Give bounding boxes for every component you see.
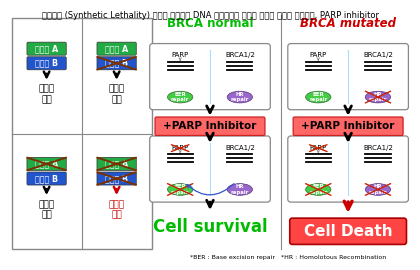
Text: 유전자 A: 유전자 A (35, 44, 58, 53)
Text: 유전자 B: 유전자 B (35, 59, 58, 68)
FancyBboxPatch shape (27, 42, 66, 55)
Text: +PARP Inhibitor: +PARP Inhibitor (163, 121, 257, 131)
Ellipse shape (306, 184, 331, 195)
FancyBboxPatch shape (150, 136, 270, 202)
FancyBboxPatch shape (288, 136, 408, 202)
Text: BER
repair: BER repair (171, 184, 189, 195)
FancyBboxPatch shape (290, 218, 407, 244)
Text: 유전자 B: 유전자 B (105, 59, 128, 68)
Text: 유전자 B: 유전자 B (35, 174, 58, 183)
FancyBboxPatch shape (150, 43, 270, 110)
Text: 암세포
생존: 암세포 생존 (108, 85, 125, 104)
FancyBboxPatch shape (97, 172, 136, 185)
Ellipse shape (168, 184, 193, 195)
Text: *BER : Base excision repair   *HR : Homolotous Recombination: *BER : Base excision repair *HR : Homolo… (190, 255, 386, 260)
Text: BER
repair: BER repair (309, 92, 328, 103)
Text: 암세포
사멸: 암세포 사멸 (108, 200, 125, 219)
Ellipse shape (306, 91, 331, 103)
Text: PARP: PARP (171, 145, 189, 151)
Text: BRCA1/2: BRCA1/2 (225, 145, 255, 151)
Ellipse shape (365, 184, 391, 195)
Text: BRCA mutated: BRCA mutated (300, 17, 396, 30)
FancyBboxPatch shape (27, 157, 66, 170)
Text: PARP: PARP (310, 145, 327, 151)
Text: 유전자 A: 유전자 A (105, 160, 128, 168)
FancyBboxPatch shape (155, 117, 265, 136)
Text: HR
repair: HR repair (231, 184, 249, 195)
Text: PARP: PARP (171, 52, 189, 58)
Ellipse shape (227, 184, 252, 195)
FancyBboxPatch shape (27, 172, 66, 185)
Text: HR
repair: HR repair (369, 92, 387, 103)
Ellipse shape (365, 91, 391, 103)
FancyBboxPatch shape (97, 157, 136, 170)
FancyArrowPatch shape (187, 184, 234, 195)
Bar (12, 18, 152, 249)
Text: 합성치사 (Synthetic Lethality) 원리를 근간으로 DNA 손상복구의 결핍을 이용한 고효율 암치료제, PARP inhibitor: 합성치사 (Synthetic Lethality) 원리를 근간으로 DNA … (42, 11, 378, 19)
Text: BRCA1/2: BRCA1/2 (363, 145, 393, 151)
Text: 유전자 B: 유전자 B (105, 174, 128, 183)
FancyBboxPatch shape (27, 57, 66, 70)
Ellipse shape (227, 91, 252, 103)
Text: 암세포
생존: 암세포 생존 (39, 85, 55, 104)
FancyBboxPatch shape (288, 43, 408, 110)
Text: PARP: PARP (310, 52, 327, 58)
Text: 암세포
생존: 암세포 생존 (39, 200, 55, 219)
Ellipse shape (168, 91, 193, 103)
Text: Cell survival: Cell survival (153, 218, 267, 236)
Text: 유전자 A: 유전자 A (105, 44, 128, 53)
Text: BRCA normal: BRCA normal (167, 17, 253, 30)
Text: BRCA1/2: BRCA1/2 (225, 52, 255, 58)
Text: HR
repair: HR repair (231, 92, 249, 103)
Text: +PARP Inhibitor: +PARP Inhibitor (302, 121, 395, 131)
FancyBboxPatch shape (293, 117, 403, 136)
Text: HR
repair: HR repair (369, 184, 387, 195)
Text: BER
repair: BER repair (171, 92, 189, 103)
Text: Cell Death: Cell Death (304, 224, 392, 239)
Text: 유전자 A: 유전자 A (35, 160, 58, 168)
Text: BER
repair: BER repair (309, 184, 328, 195)
FancyBboxPatch shape (97, 42, 136, 55)
FancyBboxPatch shape (97, 57, 136, 70)
Text: BRCA1/2: BRCA1/2 (363, 52, 393, 58)
